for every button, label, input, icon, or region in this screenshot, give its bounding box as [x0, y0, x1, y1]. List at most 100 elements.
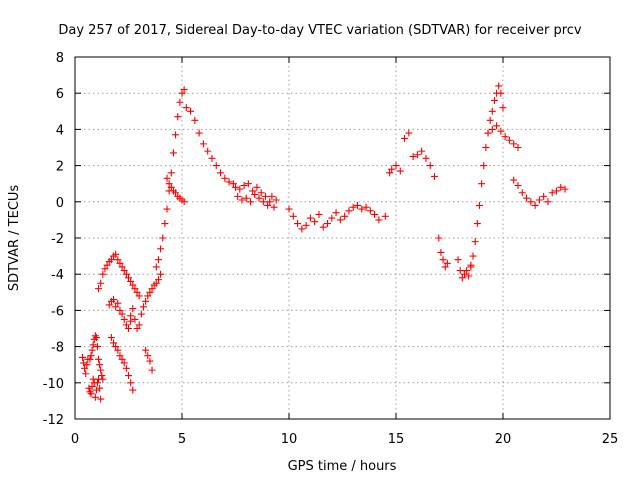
data-point [163, 205, 171, 213]
data-point [488, 107, 496, 115]
data-point [114, 299, 122, 307]
data-point [154, 256, 162, 264]
data-point [270, 203, 278, 211]
data-point [217, 169, 225, 177]
data-point [454, 256, 462, 264]
data-point [553, 187, 560, 195]
data-point [146, 357, 154, 365]
data-point [91, 332, 99, 340]
data-point [238, 196, 246, 204]
data-point [443, 259, 451, 267]
data-point [413, 151, 421, 159]
data-point [336, 216, 344, 224]
data-point [439, 256, 447, 264]
data-point [488, 125, 496, 133]
data-point [396, 167, 404, 175]
data-point [154, 276, 162, 284]
data-point [208, 154, 216, 162]
data-point [110, 296, 118, 304]
data-point [103, 261, 111, 269]
data-point [302, 221, 310, 229]
data-point [180, 198, 188, 206]
data-point [441, 263, 449, 271]
data-point [118, 263, 126, 271]
data-point [264, 201, 272, 209]
data-point [114, 256, 122, 264]
data-point [409, 153, 417, 161]
data-point [259, 198, 267, 206]
data-point [88, 346, 96, 354]
data-point [93, 343, 101, 351]
data-point [253, 183, 261, 191]
data-point [82, 370, 90, 378]
x-axis-label: GPS time / hours [288, 459, 397, 474]
data-point [257, 189, 265, 197]
data-point [78, 353, 86, 361]
y-tick-label: 0 [56, 196, 64, 211]
data-marks [78, 82, 569, 403]
data-point [531, 201, 539, 209]
data-point [240, 182, 248, 190]
data-point [191, 116, 199, 124]
data-point [431, 172, 439, 180]
data-point [236, 185, 244, 193]
data-point [129, 386, 137, 394]
data-point [133, 325, 141, 332]
data-point [315, 210, 323, 218]
data-point [229, 180, 237, 188]
y-tick-label: -8 [51, 341, 64, 356]
data-point [133, 288, 141, 296]
data-point [116, 352, 124, 360]
data-point [362, 203, 370, 211]
data-point [112, 303, 120, 311]
data-point [319, 223, 327, 231]
data-point [495, 82, 503, 90]
data-point [232, 183, 239, 191]
data-point [99, 375, 107, 383]
data-point [127, 379, 135, 387]
data-point [148, 285, 156, 293]
data-point [87, 390, 95, 398]
x-tick-label: 5 [178, 432, 186, 447]
data-point [422, 154, 430, 162]
data-point [435, 234, 443, 242]
data-point [261, 192, 269, 200]
data-point [93, 379, 101, 387]
data-point [204, 147, 212, 155]
data-point [176, 98, 184, 106]
data-point [478, 180, 486, 188]
data-point [490, 96, 498, 104]
data-point [178, 89, 186, 97]
data-point [469, 252, 477, 260]
data-point [473, 220, 481, 228]
plot-frame [74, 56, 611, 420]
data-point [163, 174, 171, 182]
data-point [127, 312, 135, 320]
data-point [125, 372, 132, 380]
data-point [129, 305, 137, 313]
data-point [157, 270, 165, 278]
data-point [139, 303, 147, 311]
data-point [80, 359, 88, 367]
data-point [497, 127, 505, 135]
data-point [426, 162, 434, 170]
data-point [174, 113, 182, 121]
data-point [463, 267, 471, 275]
x-tick-label: 25 [602, 432, 619, 447]
data-point [182, 104, 190, 112]
data-point [97, 279, 105, 287]
data-point [289, 212, 297, 220]
y-tick-label: -6 [51, 304, 64, 319]
data-point [87, 352, 95, 360]
y-tick-label: 4 [56, 123, 64, 138]
data-point [172, 189, 180, 197]
data-point [285, 205, 293, 213]
data-point [392, 162, 400, 170]
data-point [484, 129, 492, 137]
data-point [135, 321, 143, 329]
data-point [386, 169, 394, 177]
data-point [167, 183, 175, 191]
data-point [120, 267, 128, 275]
data-point [251, 191, 259, 199]
axis-ticks: -12 -10 -8 -6 -4 -2 0 2 4 6 8 0 5 10 15 20 25 [43, 51, 619, 447]
